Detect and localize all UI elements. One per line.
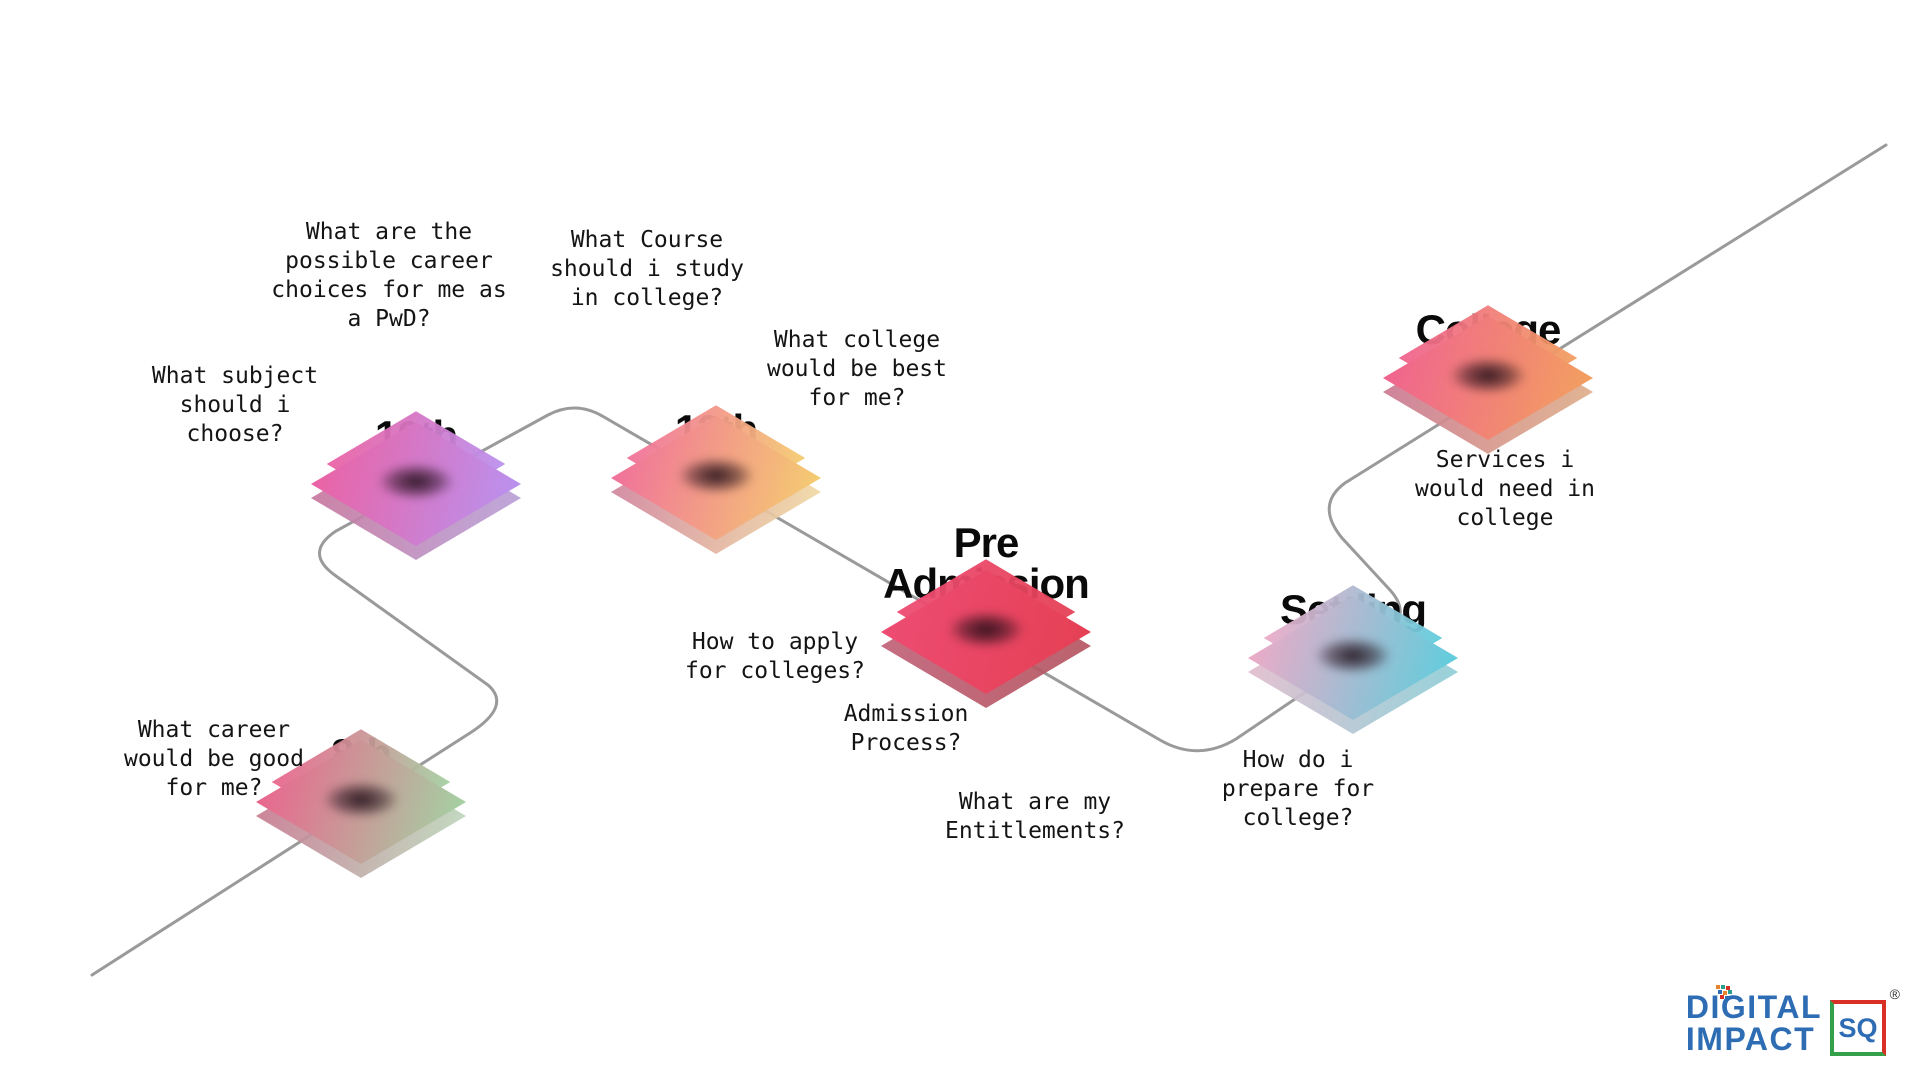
question-career-choices: What are the possible career choices for…: [271, 219, 507, 332]
digital-impact-sq-logo: DIGITAL IMPACT SQ ®: [1685, 984, 1900, 1058]
milestone-12th: 12th: [611, 405, 821, 554]
logo-pixel-dots-icon: [1715, 984, 1720, 989]
platform-center-shadow: [364, 456, 468, 507]
platform-center-shadow: [934, 604, 1038, 655]
milestone-college: College: [1383, 305, 1593, 454]
platform-center-shadow: [1436, 350, 1540, 401]
question-prepare-college: How do i prepare for college?: [1221, 747, 1375, 831]
question-career-good: What career would be good for me?: [123, 717, 304, 801]
registered-trademark-icon: ®: [1889, 986, 1900, 1002]
logo-word-impact: IMPACT: [1685, 1021, 1816, 1058]
platform-center-shadow: [1301, 630, 1405, 681]
milestone-10th: 10th: [311, 411, 521, 560]
milestone-settling: Settling: [1248, 585, 1458, 734]
question-college-best: What college would be best for me?: [766, 327, 947, 411]
logo-sq-badge-wrap: SQ ®: [1830, 986, 1900, 1056]
question-subject-choose: What subject should i choose?: [151, 363, 319, 447]
milestone-8th: 8th: [256, 729, 466, 878]
question-admission-process: Admission Process?: [843, 701, 969, 756]
logo-word-digital: DIGITAL: [1685, 988, 1822, 1025]
question-how-apply: How to apply for colleges?: [684, 629, 865, 684]
platform-center-shadow: [664, 450, 768, 501]
milestone-pre-admission: Pre Admission: [881, 521, 1091, 708]
logo-wordmark: DIGITAL IMPACT: [1685, 984, 1822, 1058]
platform-center-shadow: [309, 774, 413, 825]
question-course-study: What Course should i study in college?: [550, 227, 744, 311]
question-services-college: Services i would need in college: [1414, 447, 1595, 531]
question-entitlements: What are my Entitlements?: [944, 789, 1125, 844]
logo-sq-badge: SQ: [1830, 1000, 1886, 1056]
